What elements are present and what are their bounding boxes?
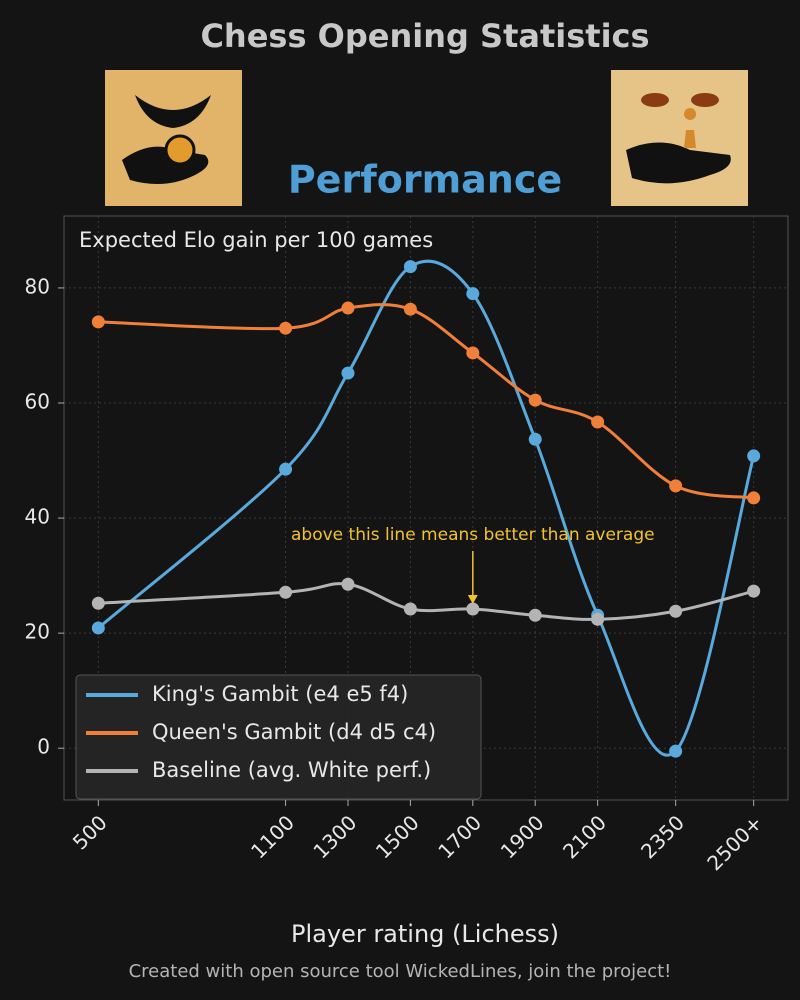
icon-left bbox=[105, 70, 242, 206]
footer: Created with open source tool WickedLine… bbox=[129, 961, 672, 982]
data-point bbox=[91, 596, 105, 610]
data-point bbox=[669, 479, 683, 493]
data-point bbox=[528, 393, 542, 407]
legend: King's Gambit (e4 e5 f4) Queen's Gambit (… bbox=[75, 674, 482, 800]
data-point bbox=[279, 321, 293, 335]
data-point bbox=[91, 315, 105, 329]
plot-frame bbox=[63, 215, 789, 801]
data-point bbox=[747, 491, 761, 505]
data-point bbox=[591, 612, 605, 626]
data-point bbox=[279, 585, 293, 599]
data-point bbox=[341, 301, 355, 315]
legend-label: King's Gambit (e4 e5 f4) bbox=[152, 682, 408, 706]
annotation-arrowhead bbox=[467, 594, 478, 604]
chart-subtitle: Performance bbox=[288, 158, 562, 202]
data-point bbox=[279, 462, 293, 476]
legend-label: Queen's Gambit (d4 d5 c4) bbox=[152, 720, 436, 744]
data-point bbox=[669, 604, 683, 618]
data-point bbox=[466, 287, 480, 301]
y-tick-label: 40 bbox=[25, 505, 50, 529]
icon-right bbox=[611, 70, 748, 206]
y-tick-label: 80 bbox=[25, 274, 50, 298]
data-point bbox=[403, 260, 417, 274]
data-point bbox=[528, 608, 542, 622]
data-point bbox=[341, 577, 355, 591]
x-axis-label: Player rating (Lichess) bbox=[291, 920, 559, 948]
y-axis-label: Expected Elo gain per 100 games bbox=[79, 228, 433, 252]
data-point bbox=[466, 346, 480, 360]
y-tick-label: 0 bbox=[37, 735, 50, 759]
y-tick-label: 20 bbox=[25, 620, 50, 644]
data-point bbox=[669, 744, 683, 758]
y-tick-label: 60 bbox=[25, 389, 50, 413]
legend-box bbox=[75, 674, 482, 800]
data-point bbox=[591, 415, 605, 429]
legend-label: Baseline (avg. White perf.) bbox=[152, 758, 431, 782]
data-point bbox=[341, 366, 355, 380]
data-point bbox=[91, 621, 105, 635]
data-point bbox=[466, 602, 480, 616]
data-point bbox=[403, 302, 417, 316]
data-point bbox=[528, 432, 542, 446]
data-point bbox=[747, 449, 761, 463]
data-point bbox=[747, 584, 761, 598]
annotation: above this line means better than averag… bbox=[291, 525, 655, 545]
chart-title: Chess Opening Statistics bbox=[200, 17, 649, 55]
data-point bbox=[403, 602, 417, 616]
